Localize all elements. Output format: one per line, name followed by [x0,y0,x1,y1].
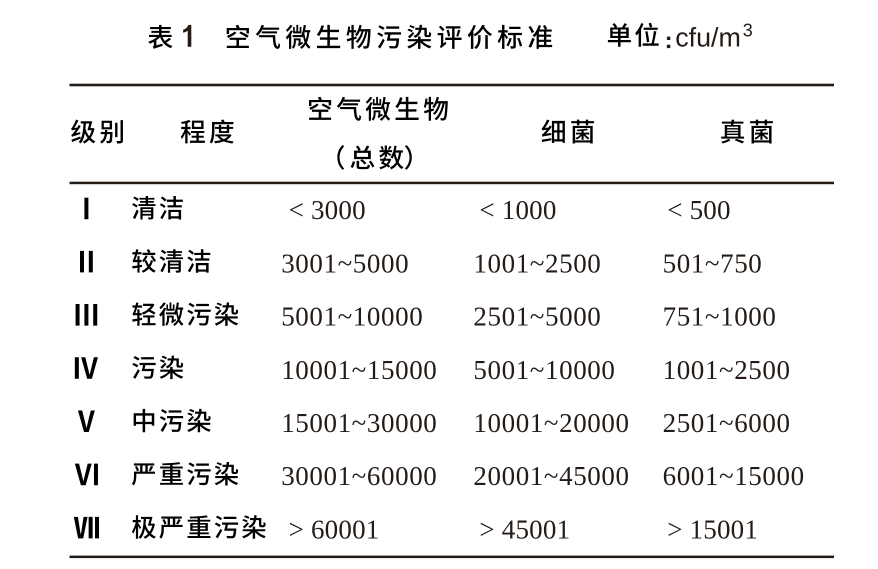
svg-text:3: 3 [743,21,753,41]
svg-text:20001~45000: 20001~45000 [473,461,629,491]
svg-text:501~750: 501~750 [663,248,763,278]
svg-text:> 15001: > 15001 [667,514,758,544]
svg-text:cfu/m: cfu/m [675,23,741,53]
svg-text:30001~60000: 30001~60000 [281,461,437,491]
svg-text:3001~5000: 3001~5000 [281,248,409,278]
svg-text:< 1000: < 1000 [479,195,556,225]
svg-text:1001~2500: 1001~2500 [473,248,601,278]
svg-text:5001~10000: 5001~10000 [473,355,615,385]
svg-text:10001~15000: 10001~15000 [281,355,437,385]
svg-text:2501~5000: 2501~5000 [473,302,601,332]
svg-text:< 500: < 500 [667,195,730,225]
svg-text:6001~15000: 6001~15000 [663,461,805,491]
svg-text:> 60001: > 60001 [289,514,380,544]
svg-text:751~1000: 751~1000 [663,302,777,332]
svg-text:> 45001: > 45001 [479,514,570,544]
svg-text:10001~20000: 10001~20000 [473,408,629,438]
svg-text:15001~30000: 15001~30000 [281,408,437,438]
svg-text:1001~2500: 1001~2500 [663,355,791,385]
svg-text:5001~10000: 5001~10000 [281,302,423,332]
svg-text:2501~6000: 2501~6000 [663,408,791,438]
svg-text:< 3000: < 3000 [289,195,366,225]
